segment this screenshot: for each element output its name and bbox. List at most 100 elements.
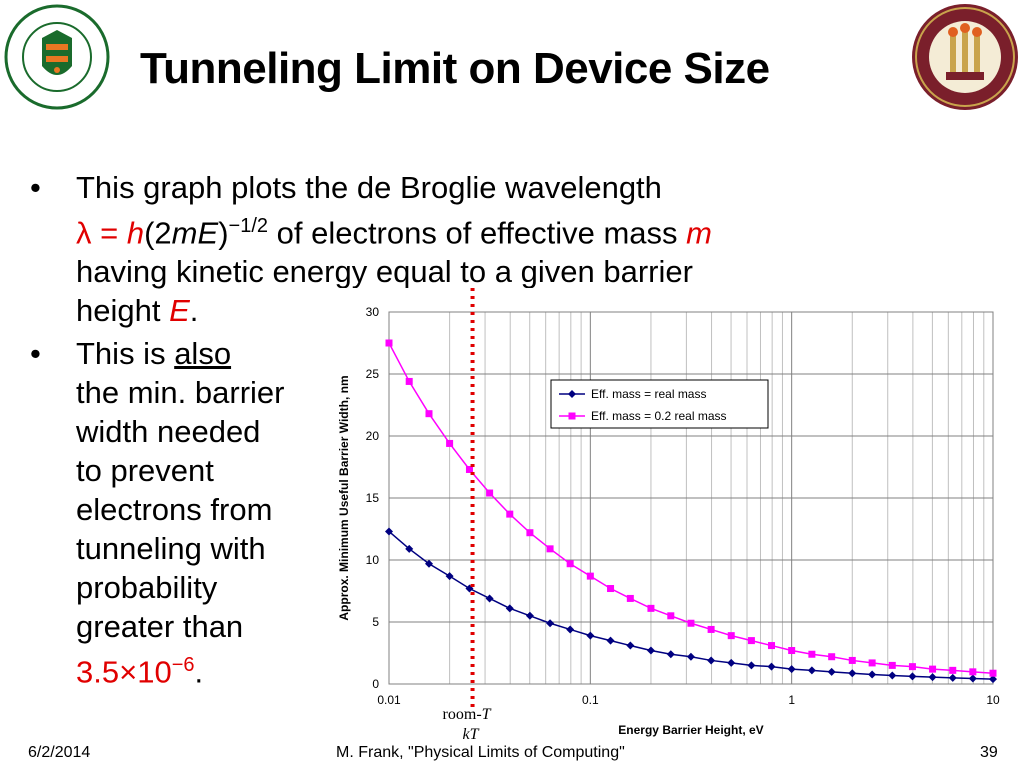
series-1-point	[968, 674, 977, 683]
series-1-point	[948, 673, 957, 682]
bullet2-line: probability	[76, 570, 218, 606]
series-2-point	[908, 663, 916, 671]
legend-label: Eff. mass = 0.2 real mass	[591, 409, 727, 423]
bullet-dot: •	[30, 170, 41, 205]
series-1-point	[666, 650, 675, 659]
series-1-point	[868, 670, 877, 679]
series-1-point	[908, 672, 917, 681]
bullet2-line: greater than	[76, 609, 244, 645]
legend-box	[550, 379, 769, 429]
series-2-point	[465, 465, 473, 473]
famu-seal-icon	[4, 4, 110, 110]
footer-center: M. Frank, "Physical Limits of Computing"	[336, 744, 625, 761]
series-1-point	[606, 636, 615, 645]
footer-page-number: 39	[980, 744, 998, 761]
series-2-point	[526, 529, 534, 537]
series-2-point	[707, 625, 715, 633]
bullet1-line4-end: .	[189, 293, 199, 329]
bullet-list: • This graph plots the de Broglie wavele…	[30, 168, 910, 692]
series-2-point	[586, 572, 594, 580]
bullet1-line4: height E.	[76, 291, 910, 330]
series-2-point	[486, 489, 494, 497]
formula-lambda: λ =	[76, 215, 127, 251]
series-1-point	[646, 646, 655, 655]
series-2-point	[546, 545, 554, 553]
bullet1-line2-text: of electrons of effective mass	[268, 215, 687, 251]
series-2-point	[868, 659, 876, 667]
series-2-point	[848, 656, 856, 664]
fsu-logo	[910, 2, 1020, 112]
series-2-point	[566, 560, 574, 568]
x-tick-label: 10	[986, 693, 1000, 707]
bullet-item-2: • This is also the min. barrier width ne…	[30, 334, 376, 691]
legend-marker	[568, 390, 576, 398]
series-2-point	[888, 661, 896, 669]
series-1-point	[626, 641, 635, 650]
room-label-text: room-	[442, 706, 482, 723]
series-1-point	[848, 669, 857, 678]
bullet2-also: also	[174, 336, 232, 372]
bullet-item-1: • This graph plots the de Broglie wavele…	[30, 168, 910, 330]
series-2-point	[989, 669, 997, 677]
legend-label: Eff. mass = real mass	[591, 387, 706, 401]
series-1-point	[727, 658, 736, 667]
series-2-point	[607, 585, 615, 593]
series-2-point	[788, 647, 796, 655]
bullet-dot: •	[30, 336, 41, 372]
series-1-point	[424, 559, 433, 568]
series-2-point	[969, 668, 977, 676]
series-2-point	[747, 637, 755, 645]
series-2-point	[626, 594, 634, 602]
series-2-point	[446, 439, 454, 447]
series-2-point	[767, 642, 775, 650]
series-1-point	[747, 661, 756, 670]
formula-close: )	[218, 215, 229, 251]
y-tick-label: 30	[366, 305, 380, 319]
series-2-point	[727, 632, 735, 640]
probability-exponent: −6	[171, 654, 195, 677]
series-1-point	[525, 611, 534, 620]
bullet2-line: electrons from	[76, 492, 273, 528]
bullet2-line: tunneling with	[76, 531, 266, 567]
bullet2-prefix: This is	[76, 336, 175, 372]
y-axis-label: Approx. Minimum Useful Barrier Width, nm	[337, 375, 351, 620]
y-tick-label: 15	[366, 491, 380, 505]
y-tick-label: 10	[366, 553, 380, 567]
room-label-T: T	[481, 706, 491, 723]
legend-marker	[568, 412, 576, 420]
series-1-point	[505, 604, 514, 613]
bullet2-line: width needed	[76, 414, 261, 450]
formula-m: m	[171, 215, 198, 251]
x-tick-label: 0.1	[582, 693, 599, 707]
fsu-seal-icon	[912, 4, 1018, 110]
series-1-point	[385, 527, 393, 536]
series-1-point	[405, 544, 414, 553]
series-1-point	[787, 665, 796, 674]
series-2-point	[385, 339, 393, 347]
kt-label: kT	[463, 726, 479, 744]
series-1-point	[928, 673, 937, 682]
series-2-point	[405, 377, 413, 385]
barrier-width-chart: 0 5 10 15 20 25 30 0.01 0.1 1 10 Energy Barrier Hei…	[337, 305, 1000, 737]
series-1-point	[686, 652, 695, 661]
series-2-point	[687, 619, 695, 627]
series-2-point	[506, 510, 514, 518]
formula-h: h	[126, 215, 145, 251]
kt-label-text: kT	[462, 726, 479, 743]
series-1-point	[566, 625, 575, 634]
mass-symbol: m	[686, 215, 712, 251]
y-tick-label: 25	[366, 367, 380, 381]
famu-logo	[4, 4, 110, 110]
series-1-point	[445, 572, 454, 581]
y-tick-label: 20	[366, 429, 380, 443]
series-2-point	[667, 612, 675, 620]
bullet2-line: the min. barrier	[76, 375, 285, 411]
series-1-point	[888, 671, 897, 680]
series-2-point	[828, 653, 836, 661]
series-1-point	[807, 666, 816, 675]
series-1-point	[546, 619, 555, 628]
bullet1-line1: This graph plots the de Broglie waveleng…	[76, 170, 662, 205]
room-t-label: room-T	[443, 706, 491, 724]
chart-container: 0 5 10 15 20 25 30 0.01 0.1 1 10 Energy Barrier Hei…	[326, 288, 1024, 758]
probability-value: 3.5×10−6.	[76, 646, 376, 691]
